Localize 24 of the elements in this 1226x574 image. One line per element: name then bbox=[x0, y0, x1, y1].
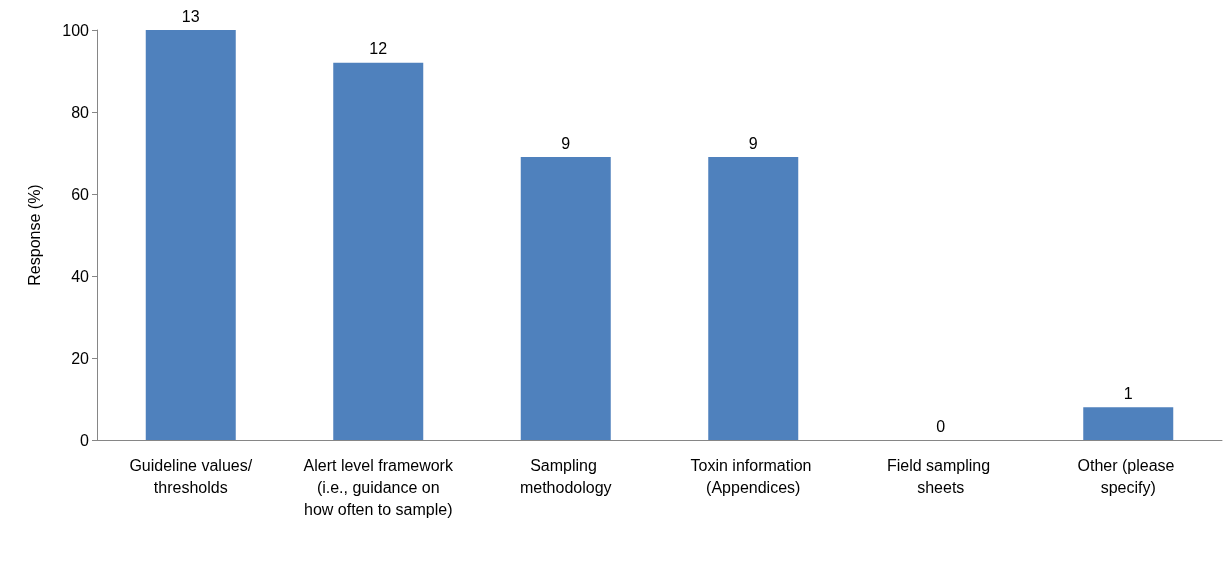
annotation: 0 bbox=[936, 417, 946, 435]
y-tick-label: 100 bbox=[62, 21, 90, 39]
x-tick-label: Other (please specify) bbox=[1077, 456, 1179, 496]
y-axis-title: Response (%) bbox=[25, 184, 43, 286]
x-tick-label: Sampling methodology bbox=[519, 456, 612, 496]
bar bbox=[145, 30, 236, 440]
x-tick-label: Toxin information (Appendices) bbox=[690, 456, 816, 496]
bar bbox=[333, 62, 424, 440]
x-tick-label: Field sampling sheets bbox=[886, 456, 995, 496]
x-tick-label: Guideline values/thresholds bbox=[129, 456, 253, 496]
y-tick-label: 20 bbox=[71, 349, 90, 367]
annotation: 1 bbox=[1123, 384, 1133, 402]
y-tick-label: 80 bbox=[71, 103, 90, 121]
x-tick-label: Alert level framework (i.e., guidance on how often to sample) bbox=[303, 456, 454, 518]
y-tick-label: 0 bbox=[80, 431, 90, 449]
y-tick-label: 40 bbox=[71, 267, 90, 285]
annotation: 9 bbox=[748, 134, 758, 152]
bar bbox=[1083, 407, 1174, 440]
annotation: 12 bbox=[369, 40, 388, 58]
y-tick-label: 60 bbox=[71, 185, 90, 203]
annotation: 13 bbox=[181, 7, 200, 25]
bar bbox=[520, 157, 611, 440]
annotation: 9 bbox=[561, 134, 571, 152]
bar bbox=[708, 157, 799, 440]
